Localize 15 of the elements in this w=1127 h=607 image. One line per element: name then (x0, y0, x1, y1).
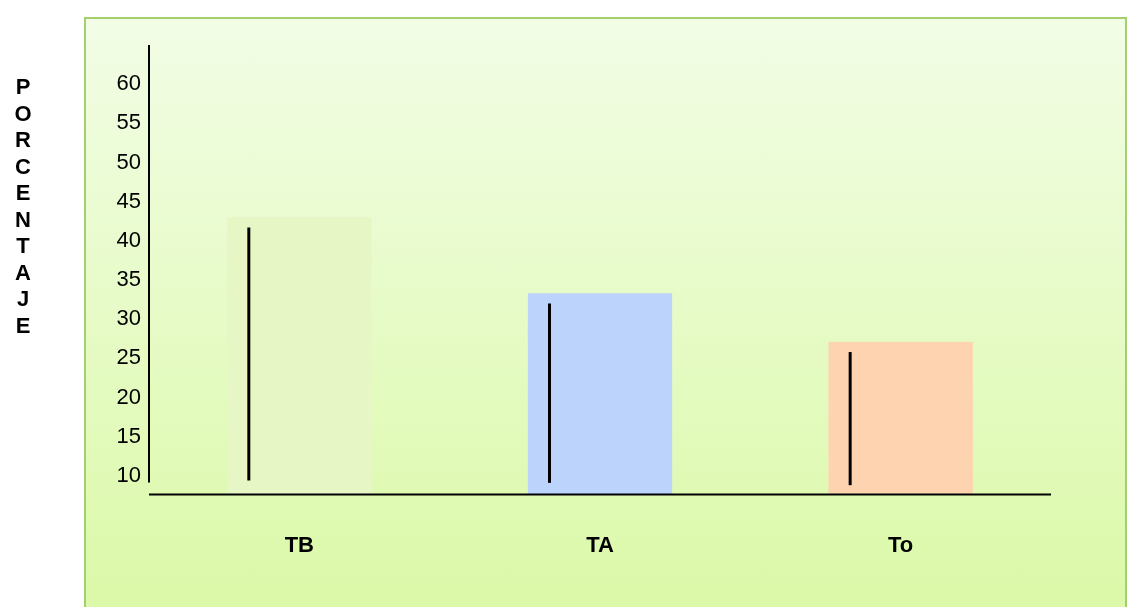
y-tick-label: 40 (116, 226, 141, 252)
x-tick-label: To (888, 531, 914, 557)
y-tick-label: 25 (116, 344, 141, 370)
y-tick-label: 35 (116, 266, 141, 292)
y-tick-label: 20 (116, 383, 141, 409)
y-tick-label: 45 (116, 187, 141, 213)
text: PORCENTAJE (14, 74, 32, 338)
y-tick-label: 15 (116, 422, 141, 448)
x-tick-label: TA (586, 531, 614, 557)
y-tick-label: 60 (116, 70, 141, 96)
y-tick-label: 50 (116, 148, 141, 174)
y-tick-label: 55 (116, 109, 141, 135)
y-tick-label: 10 (116, 461, 141, 487)
x-tick-label: TB (284, 531, 314, 557)
y-tick-label: 30 (116, 305, 141, 331)
